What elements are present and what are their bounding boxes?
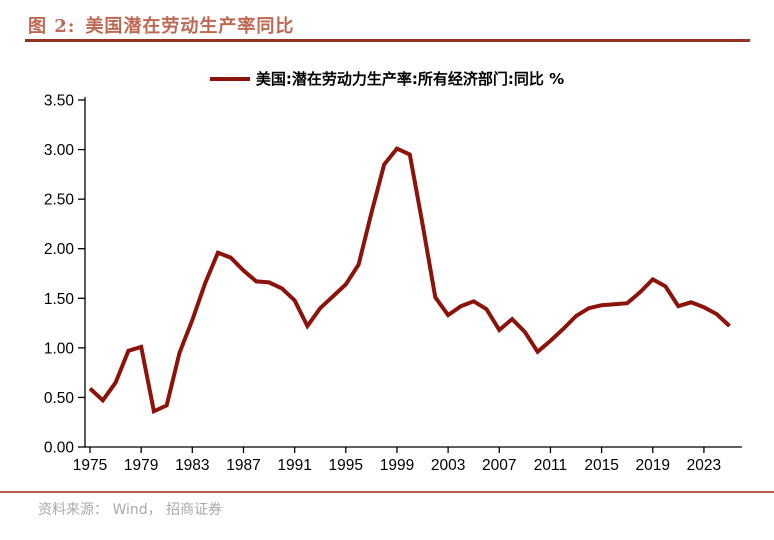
x-tick-label: 2003	[431, 457, 465, 474]
x-tick-label: 2015	[584, 457, 618, 474]
series-line	[88, 146, 731, 415]
y-tick-label: 2.50	[44, 192, 75, 209]
y-tick-label: 0.50	[44, 390, 75, 407]
x-tick-label: 1987	[226, 457, 260, 474]
figure-number: 图 2:	[28, 16, 76, 37]
y-tick-label: 1.00	[44, 340, 75, 357]
source-note: 资料来源： Wind， 招商证券	[38, 502, 223, 518]
y-tick-label: 3.00	[44, 142, 75, 159]
y-tick-label: 1.50	[44, 291, 75, 308]
x-tick-label: 1979	[124, 457, 158, 474]
chart-legend: 美国:潜在劳动力生产率:所有经济部门:同比 %	[0, 68, 774, 89]
legend-line-marker	[209, 76, 250, 81]
x-tick-label: 2011	[534, 457, 567, 474]
x-tick-label: 1999	[380, 457, 414, 474]
axis-lines	[84, 97, 742, 448]
x-tick-label: 1975	[73, 457, 107, 474]
x-tick-label: 2023	[687, 457, 721, 474]
y-tick-label: 0.00	[44, 440, 75, 457]
y-tick-label: 2.00	[44, 241, 75, 258]
x-tick-label: 2019	[636, 457, 670, 474]
legend-label: 美国:潜在劳动力生产率:所有经济部门:同比 %	[255, 70, 565, 88]
x-tick-label: 2007	[482, 457, 516, 474]
x-tick-label: 1983	[175, 457, 209, 474]
page-title: 图 2: 美国潜在劳动生产率同比	[28, 12, 294, 38]
title-underline	[25, 39, 750, 42]
y-tick-label: 3.50	[44, 93, 75, 110]
figure-title-text: 美国潜在劳动生产率同比	[85, 16, 295, 37]
footer-divider	[0, 491, 774, 493]
x-tick-label: 1991	[277, 457, 311, 474]
x-tick-label: 1995	[329, 457, 363, 474]
